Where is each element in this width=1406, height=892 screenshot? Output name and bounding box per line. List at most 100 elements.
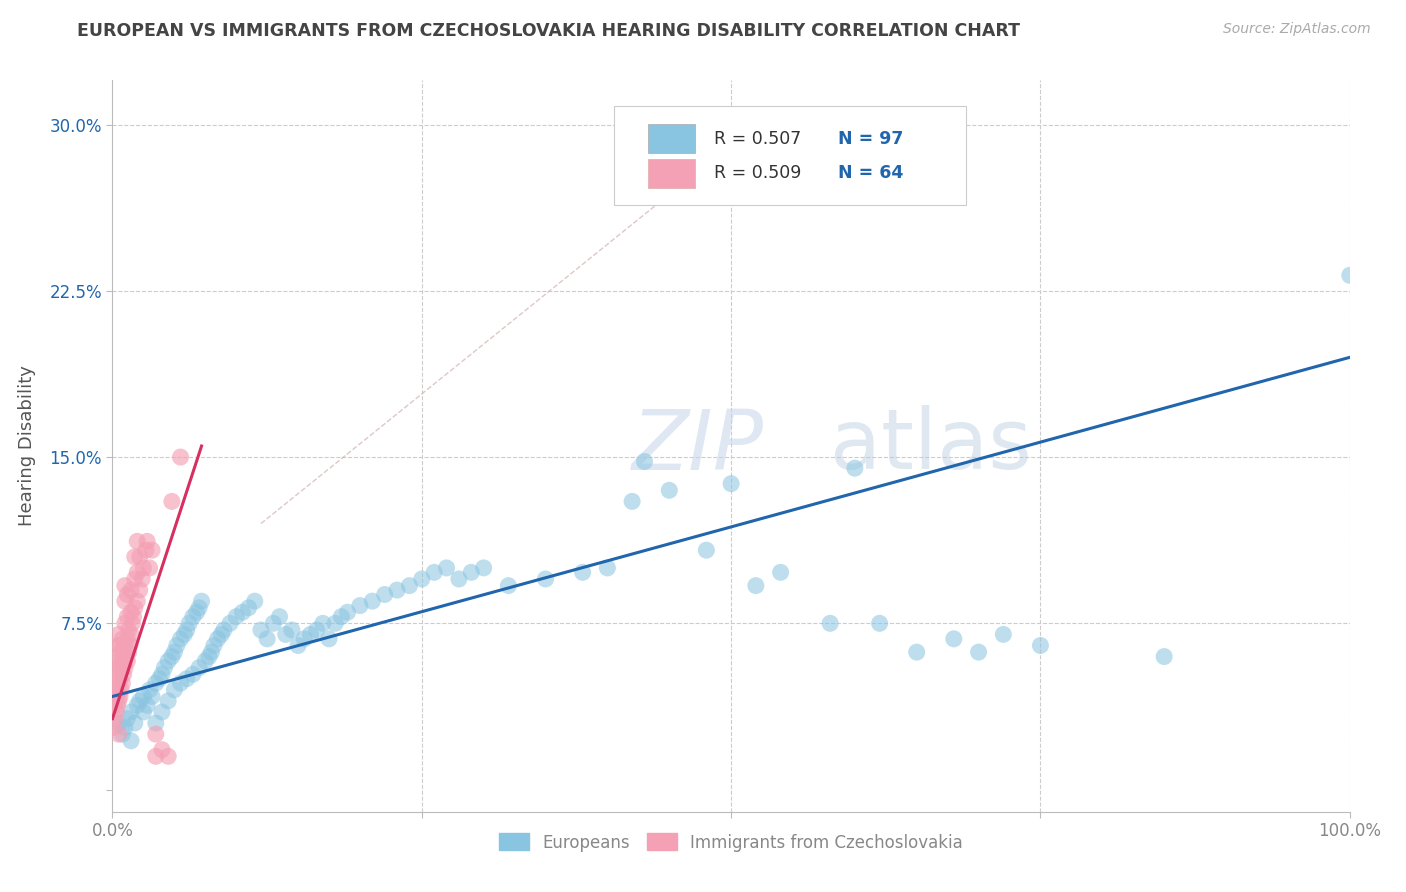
Point — [120, 627, 142, 641]
Point — [472, 561, 495, 575]
Point — [136, 698, 159, 713]
Point — [157, 694, 180, 708]
Point — [124, 716, 146, 731]
Point — [104, 712, 127, 726]
Point — [110, 645, 132, 659]
Point — [148, 672, 170, 686]
Point — [202, 639, 225, 653]
Point — [127, 594, 149, 608]
Point — [231, 605, 253, 619]
Point — [107, 682, 129, 697]
Point — [132, 705, 155, 719]
Point — [120, 583, 142, 598]
Point — [374, 587, 396, 601]
Point — [436, 561, 458, 575]
Point — [150, 705, 173, 719]
Point — [658, 483, 681, 498]
Point — [114, 721, 136, 735]
Point — [179, 616, 201, 631]
Point — [349, 599, 371, 613]
Point — [274, 627, 297, 641]
Point — [534, 572, 557, 586]
Point — [110, 682, 132, 697]
Point — [117, 645, 139, 659]
Bar — [648, 159, 695, 188]
Point — [114, 579, 136, 593]
Point — [695, 543, 717, 558]
Text: Source: ZipAtlas.com: Source: ZipAtlas.com — [1223, 22, 1371, 37]
Point — [336, 605, 359, 619]
Point — [905, 645, 928, 659]
Point — [967, 645, 990, 659]
Point — [299, 627, 322, 641]
Point — [107, 698, 129, 713]
Point — [181, 609, 204, 624]
Point — [1029, 639, 1052, 653]
Point — [250, 623, 273, 637]
Point — [128, 549, 150, 564]
Point — [181, 667, 204, 681]
Point — [262, 616, 284, 631]
Point — [145, 749, 167, 764]
Point — [318, 632, 340, 646]
Point — [107, 676, 129, 690]
Point — [111, 632, 134, 646]
Point — [993, 627, 1015, 641]
Point — [108, 639, 131, 653]
Point — [145, 727, 167, 741]
Point — [219, 616, 242, 631]
Point — [498, 579, 520, 593]
Point — [287, 639, 309, 653]
Point — [136, 534, 159, 549]
Text: R = 0.509: R = 0.509 — [714, 164, 801, 182]
Point — [323, 616, 346, 631]
Point — [105, 690, 128, 704]
Point — [198, 649, 221, 664]
Point — [330, 609, 353, 624]
Text: atlas: atlas — [830, 406, 1032, 486]
Point — [117, 654, 139, 668]
Point — [385, 583, 408, 598]
Point — [132, 690, 155, 704]
Point — [117, 632, 139, 646]
Bar — [648, 124, 695, 153]
Point — [312, 616, 335, 631]
Point — [107, 727, 129, 741]
Point — [141, 543, 163, 558]
Point — [114, 639, 136, 653]
Point — [108, 672, 131, 686]
Point — [157, 749, 180, 764]
Point — [305, 623, 328, 637]
Point — [1153, 649, 1175, 664]
Point — [124, 549, 146, 564]
Point — [127, 698, 149, 713]
Point — [269, 609, 291, 624]
Point — [117, 587, 139, 601]
Text: N = 97: N = 97 — [838, 130, 903, 148]
Point — [844, 461, 866, 475]
Point — [160, 494, 183, 508]
Point — [209, 627, 232, 641]
Point — [423, 566, 446, 580]
Point — [176, 672, 198, 686]
Point — [114, 594, 136, 608]
Point — [145, 676, 167, 690]
Point — [176, 623, 198, 637]
Point — [166, 639, 188, 653]
Point — [157, 654, 180, 668]
Point — [225, 609, 247, 624]
Point — [720, 476, 742, 491]
Point — [107, 667, 129, 681]
Point — [107, 639, 129, 653]
Point — [188, 660, 211, 674]
Text: EUROPEAN VS IMMIGRANTS FROM CZECHOSLOVAKIA HEARING DISABILITY CORRELATION CHART: EUROPEAN VS IMMIGRANTS FROM CZECHOSLOVAK… — [77, 22, 1021, 40]
Point — [769, 566, 792, 580]
Point — [122, 609, 145, 624]
Point — [238, 600, 260, 615]
Point — [124, 572, 146, 586]
Point — [460, 566, 482, 580]
Point — [138, 682, 160, 697]
Point — [292, 632, 315, 646]
Point — [163, 645, 186, 659]
Point — [194, 654, 217, 668]
